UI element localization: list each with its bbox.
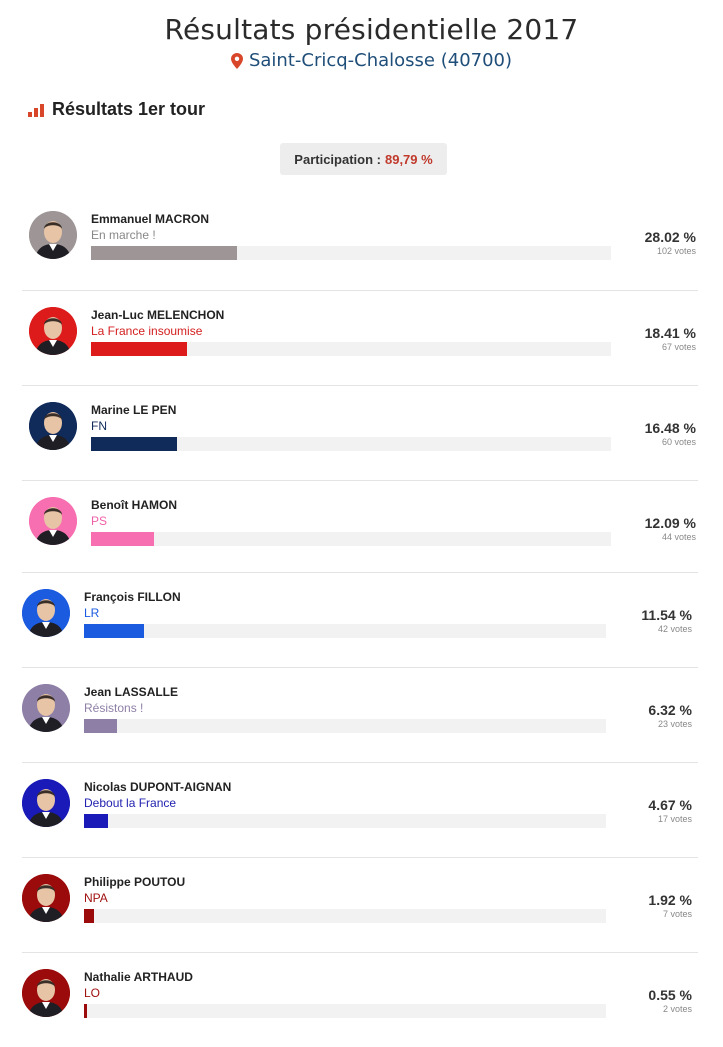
candidate-name: Benoît HAMON xyxy=(91,498,177,512)
candidate-row: Jean LASSALLE Résistons ! 6.32 % 23 votes xyxy=(22,667,698,762)
result-bar-fill xyxy=(84,909,95,923)
candidate-party: LR xyxy=(84,606,100,620)
candidate-avatar-icon xyxy=(29,307,77,355)
candidate-avatar-icon xyxy=(22,969,70,1017)
candidate-row: Philippe POUTOU NPA 1.92 % 7 votes xyxy=(22,857,698,952)
candidate-percent: 16.48 % xyxy=(644,420,696,436)
result-bar-track xyxy=(91,437,611,451)
candidate-votes: 44 votes xyxy=(661,532,696,542)
candidate-votes: 60 votes xyxy=(661,437,696,447)
candidate-name: Emmanuel MACRON xyxy=(91,212,210,226)
candidate-party: La France insoumise xyxy=(91,324,203,338)
candidate-name: Nathalie ARTHAUD xyxy=(84,970,193,984)
page-title: Résultats présidentielle 2017 xyxy=(164,13,579,46)
result-bar-fill xyxy=(84,624,145,638)
candidate-row: François FILLON LR 11.54 % 42 votes xyxy=(22,572,698,667)
participation-label: Participation : xyxy=(294,151,381,167)
candidate-votes: 7 votes xyxy=(662,909,692,919)
location-link[interactable]: Saint-Cricq-Chalosse (40700) xyxy=(248,50,513,71)
candidate-votes: 23 votes xyxy=(657,719,692,729)
section-title: Résultats 1er tour xyxy=(52,99,206,119)
candidate-row: Nicolas DUPONT-AIGNAN Debout la France 4.6… xyxy=(22,762,698,857)
participation-badge: Participation : 89,79 % xyxy=(280,143,447,175)
candidate-percent: 11.54 % xyxy=(641,607,692,623)
bar-chart-icon xyxy=(28,103,44,117)
candidate-percent: 28.02 % xyxy=(644,229,696,245)
candidate-percent: 1.92 % xyxy=(648,892,692,908)
candidate-party: En marche ! xyxy=(91,228,156,242)
candidate-row: Benoît HAMON PS 12.09 % 44 votes xyxy=(22,480,698,575)
candidate-row: Nathalie ARTHAUD LO 0.55 % 2 votes xyxy=(22,952,698,1047)
candidate-percent: 4.67 % xyxy=(648,797,692,813)
result-bar-fill xyxy=(84,719,117,733)
candidate-name: Philippe POUTOU xyxy=(84,875,186,889)
candidate-votes: 67 votes xyxy=(661,342,696,352)
result-bar-fill xyxy=(91,342,187,356)
candidate-name: Jean LASSALLE xyxy=(84,685,179,699)
candidate-row: Marine LE PEN FN 16.48 % 60 votes xyxy=(22,385,698,480)
result-bar-track xyxy=(84,1004,606,1018)
candidate-percent: 18.41 % xyxy=(644,325,696,341)
result-bar-fill xyxy=(91,532,154,546)
candidate-votes: 17 votes xyxy=(657,814,692,824)
candidate-party: Résistons ! xyxy=(84,701,144,715)
candidate-percent: 6.32 % xyxy=(648,702,692,718)
location-line: Saint-Cricq-Chalosse (40700) xyxy=(0,50,723,71)
candidate-avatar-icon xyxy=(22,779,70,827)
candidate-avatar-icon xyxy=(29,497,77,545)
candidate-row: Jean-Luc MELENCHON La France insoumise 18.… xyxy=(22,290,698,385)
candidate-party: LO xyxy=(84,986,101,1000)
candidate-avatar-icon xyxy=(22,589,70,637)
candidate-party: NPA xyxy=(84,891,108,905)
candidate-row: Emmanuel MACRON En marche ! 28.02 % 102 vot… xyxy=(22,195,698,289)
result-bar-fill xyxy=(84,1004,87,1018)
candidate-votes: 102 votes xyxy=(656,246,696,256)
result-bar-fill xyxy=(84,814,109,828)
map-pin-icon xyxy=(230,52,243,69)
candidate-avatar-icon xyxy=(22,874,70,922)
result-bar-track xyxy=(91,342,611,356)
result-bar-track xyxy=(84,814,606,828)
candidate-percent: 0.55 % xyxy=(648,987,692,1003)
candidate-name: Nicolas DUPONT-AIGNAN xyxy=(84,780,232,794)
candidate-votes: 2 votes xyxy=(662,1004,692,1014)
candidate-name: Jean-Luc MELENCHON xyxy=(91,308,225,322)
result-bar-fill xyxy=(91,246,237,260)
result-bar-track xyxy=(84,624,606,638)
candidate-percent: 12.09 % xyxy=(644,515,696,531)
candidate-party: FN xyxy=(91,419,107,433)
participation-value: 89,79 % xyxy=(384,151,433,167)
result-bar-fill xyxy=(91,437,177,451)
candidate-name: Marine LE PEN xyxy=(91,403,177,417)
candidate-avatar-icon xyxy=(22,684,70,732)
candidate-party: PS xyxy=(91,514,108,528)
candidate-avatar-icon xyxy=(29,402,77,450)
result-bar-track xyxy=(84,719,606,733)
result-bar-track xyxy=(91,246,611,260)
candidate-votes: 42 votes xyxy=(657,624,692,634)
candidate-avatar-icon xyxy=(29,211,77,259)
result-bar-track xyxy=(84,909,606,923)
section-header: Résultats 1er tour xyxy=(28,99,205,120)
result-bar-track xyxy=(91,532,611,546)
candidate-party: Debout la France xyxy=(84,796,177,810)
candidate-name: François FILLON xyxy=(84,590,181,604)
